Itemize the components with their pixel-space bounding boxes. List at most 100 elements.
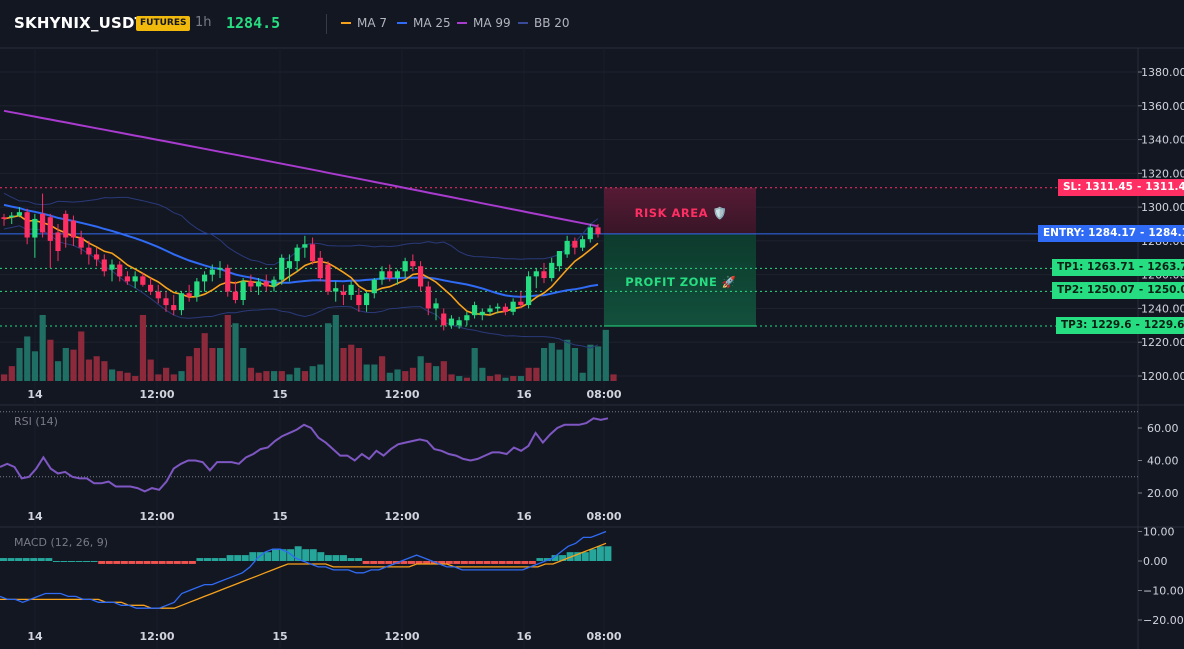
time-axis-label: 14 bbox=[27, 510, 43, 523]
time-axis-label: 12:00 bbox=[384, 510, 419, 523]
legend-ma99-label: MA 99 bbox=[473, 16, 511, 30]
time-axis-label: 12:00 bbox=[139, 510, 174, 523]
candle-body bbox=[556, 251, 563, 267]
volume-bar bbox=[417, 356, 424, 381]
candle-body bbox=[78, 237, 84, 248]
candle-body bbox=[232, 291, 239, 300]
symbol-name[interactable]: SKHYNIX_USDT bbox=[14, 14, 146, 32]
entry-tag[interactable]: ENTRY: 1284.17-1284.17 bbox=[1038, 225, 1184, 242]
timeframe-label[interactable]: 1h bbox=[195, 15, 212, 30]
price-axis-label: 1300.00 bbox=[1141, 201, 1184, 214]
macd-histogram-bar bbox=[272, 549, 279, 561]
volume-bar bbox=[533, 367, 540, 381]
macd-histogram-bar bbox=[408, 561, 415, 564]
macd-histogram-bar bbox=[45, 558, 53, 561]
volume-bar bbox=[602, 329, 609, 381]
candle-body bbox=[194, 281, 200, 297]
candle-body bbox=[163, 298, 169, 306]
trade-levels bbox=[0, 187, 1138, 327]
macd-histogram-bar bbox=[551, 555, 559, 561]
tp3-tag[interactable]: TP3: 1229.6-1229.60 bbox=[1056, 317, 1184, 334]
price-axis-label: 1360.00 bbox=[1141, 100, 1184, 113]
futures-badge: FUTURES bbox=[136, 16, 191, 31]
candle-body bbox=[487, 308, 493, 312]
tp2-tag-text: TP2: 1250.07 bbox=[1057, 284, 1135, 296]
price-axis-label: 1200.00 bbox=[1141, 370, 1184, 383]
volume-bar bbox=[255, 372, 262, 381]
volume-bar bbox=[494, 374, 501, 381]
candle-body bbox=[502, 306, 509, 312]
ma99-swatch-icon bbox=[457, 22, 467, 24]
macd-histogram-bar bbox=[204, 558, 211, 561]
macd-histogram-bar bbox=[340, 555, 347, 561]
macd-axis-label: 0.00 bbox=[1143, 555, 1168, 568]
candle-body bbox=[32, 218, 38, 238]
candle-body bbox=[387, 271, 393, 279]
candle-body bbox=[572, 240, 578, 248]
ma25-line bbox=[3, 203, 599, 298]
volume-bar bbox=[332, 315, 339, 381]
candle-body bbox=[579, 239, 586, 248]
tp1-tag-text: TP1: 1263.71 bbox=[1057, 261, 1135, 273]
candle-body bbox=[39, 213, 46, 233]
price-axis-label: 1220.00 bbox=[1141, 336, 1184, 349]
rsi-label: RSI (14) bbox=[14, 415, 58, 428]
candle-body bbox=[363, 293, 370, 306]
candle-body bbox=[47, 217, 53, 241]
macd-histogram-bar bbox=[506, 561, 514, 564]
legend-ma99[interactable]: MA 99 bbox=[457, 16, 511, 30]
macd-histogram-bar bbox=[196, 558, 204, 561]
sl-tag-value: 1311.45 bbox=[1145, 181, 1184, 193]
volume-bar bbox=[147, 359, 154, 381]
macd-signal-line bbox=[0, 542, 607, 609]
candle-body bbox=[279, 257, 285, 280]
legend-ma25[interactable]: MA 25 bbox=[397, 16, 451, 30]
volume-bar bbox=[355, 348, 363, 381]
bb20-swatch-icon bbox=[518, 22, 528, 24]
volume-bar bbox=[402, 371, 409, 381]
candle-body bbox=[124, 276, 131, 282]
price-axis-label: 1240.00 bbox=[1141, 302, 1184, 315]
risk-area-label: RISK AREA 🛡️ bbox=[635, 206, 728, 220]
tp1-tag[interactable]: TP1: 1263.71-1263.71 bbox=[1052, 259, 1184, 276]
candle-body bbox=[140, 276, 146, 285]
candle-body bbox=[433, 303, 439, 309]
volume-bar bbox=[510, 376, 517, 381]
volume-bar bbox=[564, 339, 571, 381]
candle-body bbox=[240, 281, 246, 300]
last-price: 1284.5 bbox=[226, 14, 281, 32]
macd-histogram-bar bbox=[211, 558, 219, 561]
macd-histogram-bar bbox=[294, 546, 302, 561]
volume-bar bbox=[517, 376, 525, 381]
rsi-axis-label: 20.00 bbox=[1147, 487, 1179, 500]
time-axis-label: 08:00 bbox=[586, 510, 621, 523]
legend-ma25-label: MA 25 bbox=[413, 16, 451, 30]
candle-body bbox=[402, 261, 408, 272]
macd-axis-label: −20.00 bbox=[1143, 614, 1184, 627]
macd-histogram-bar bbox=[279, 549, 287, 561]
legend-bb20[interactable]: BB 20 bbox=[518, 16, 570, 30]
candle-body bbox=[248, 281, 254, 287]
macd-label: MACD (12, 26, 9) bbox=[14, 536, 108, 549]
macd-histogram-bar bbox=[60, 561, 68, 562]
macd-histogram-bar bbox=[460, 561, 468, 564]
volume-bar bbox=[301, 371, 309, 381]
time-axis[interactable]: 14 12:00 15 12:00 16 08:00 14 12:00 15 12:00 16 08:… bbox=[27, 388, 622, 643]
volume-bar bbox=[116, 371, 123, 381]
candle-body bbox=[201, 274, 208, 282]
volume-bar bbox=[309, 366, 316, 381]
volume-bar bbox=[587, 344, 594, 381]
volume-bar bbox=[363, 364, 370, 381]
candle-body bbox=[302, 244, 308, 248]
volume-bar bbox=[525, 367, 532, 381]
candle-body bbox=[495, 306, 501, 309]
macd-histogram-bar bbox=[604, 546, 612, 561]
tp1-tag-divider: - bbox=[1138, 261, 1144, 273]
tp2-tag[interactable]: TP2: 1250.07-1250.07 bbox=[1052, 282, 1184, 299]
macd-histogram-bar bbox=[302, 549, 310, 561]
sl-tag[interactable]: SL: 1311.45-1311.45 bbox=[1058, 179, 1184, 196]
legend-ma7[interactable]: MA 7 bbox=[341, 16, 387, 30]
candle-body bbox=[533, 271, 539, 277]
volume-bar bbox=[541, 348, 548, 381]
